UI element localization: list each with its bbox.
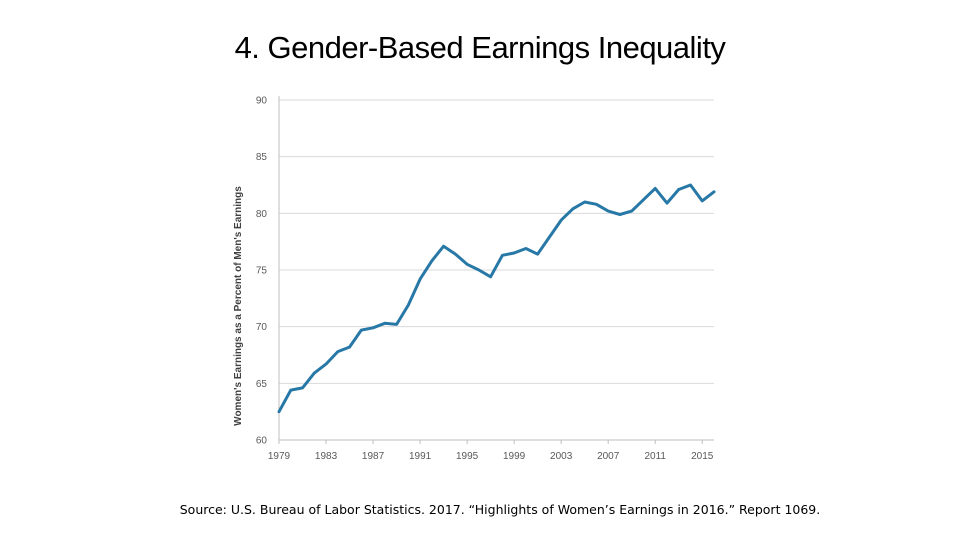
y-tick-label: 70 [256,322,268,333]
grid-lines [279,99,714,384]
y-tick-label: 65 [256,379,268,390]
y-tick-label: 85 [256,152,268,163]
series-layer [277,183,716,414]
y-tick-label: 60 [256,436,268,447]
x-tick-label: 2011 [644,451,666,462]
y-tick-label: 90 [256,96,268,107]
y-axis-title: Women's Earnings as a Percent of Men's E… [233,186,244,426]
x-tick-label: 2007 [597,451,620,462]
y-tick-label: 80 [256,209,268,220]
y-tick-labels: 60 65 70 75 80 85 90 [256,96,268,447]
series-line-earnings-ratio [277,183,716,414]
axes [278,96,714,444]
y-tick-label: 75 [256,266,268,277]
x-tick-label: 2015 [691,451,714,462]
x-tick-label: 1999 [503,451,526,462]
x-tick-label: 1995 [456,451,479,462]
x-tick-label: 1983 [315,451,338,462]
x-tick-label: 2003 [550,451,573,462]
x-tick-label: 1979 [268,451,291,462]
x-tick-label: 1987 [362,451,385,462]
x-tick-label: 1991 [409,451,432,462]
slide-title: 4. Gender-Based Earnings Inequality [234,30,726,65]
x-tick-labels: 1979 1983 1987 1991 1995 1999 2003 2007 2011 2015 [268,451,714,462]
earnings-ratio-chart: 60 65 70 75 80 85 90 1979 1983 1987 1991 1995 1999 2… [233,96,716,462]
source-note: Source: U.S. Bureau of Labor Statistics.… [179,502,821,517]
